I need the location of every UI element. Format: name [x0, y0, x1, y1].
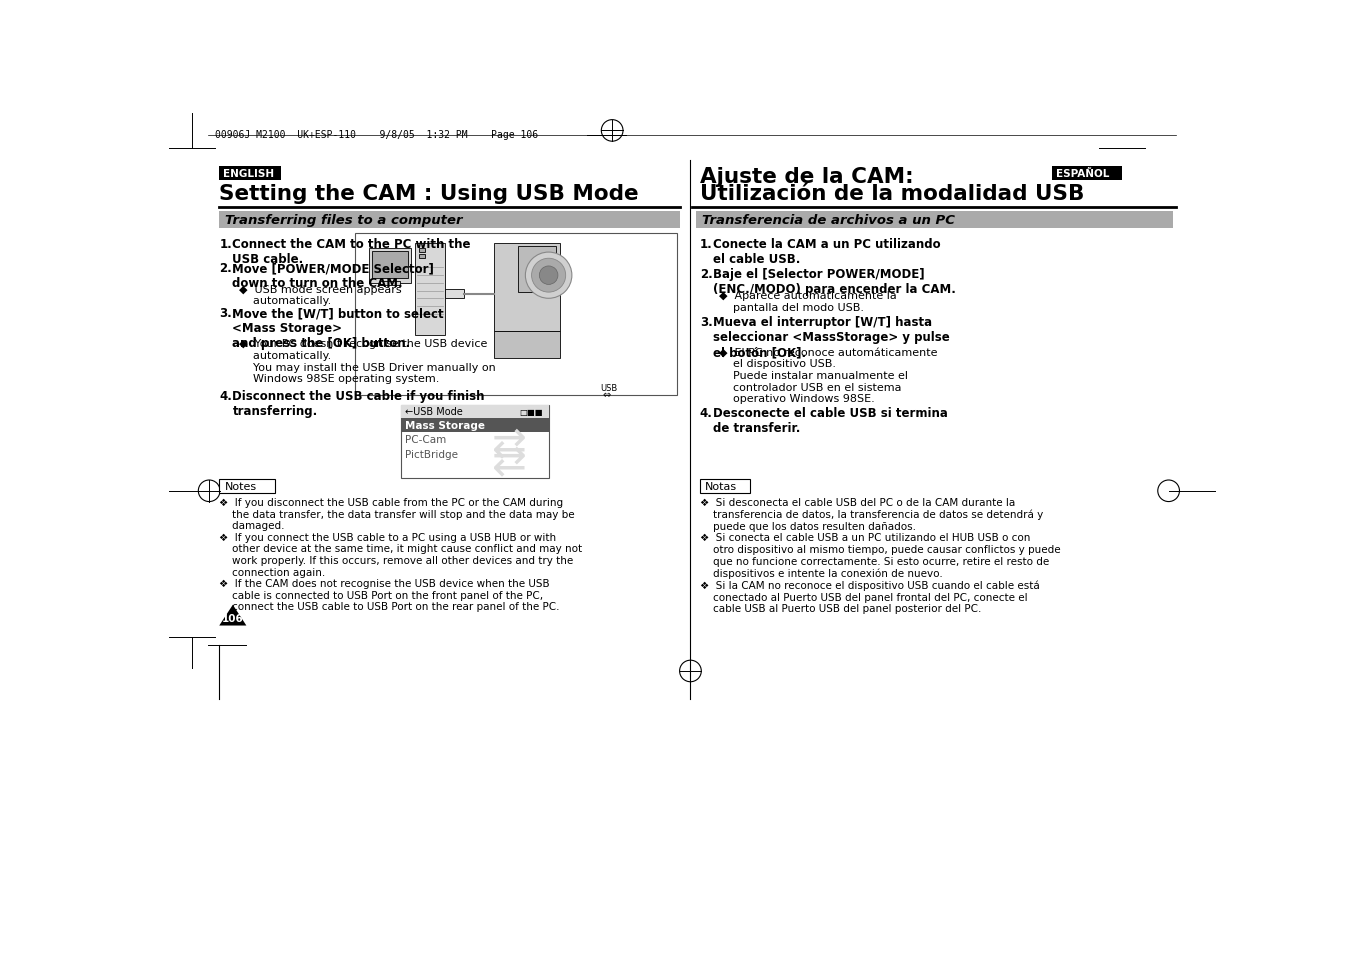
FancyBboxPatch shape [494, 244, 561, 332]
Text: Notas: Notas [705, 481, 738, 492]
FancyBboxPatch shape [696, 213, 1173, 229]
Text: 106: 106 [222, 613, 243, 623]
Text: ←USB Mode: ←USB Mode [405, 407, 463, 417]
Text: 4.: 4. [700, 407, 712, 419]
Text: Transferring files to a computer: Transferring files to a computer [224, 214, 462, 227]
Text: ⇄: ⇄ [492, 442, 527, 484]
Text: Notes: Notes [224, 481, 257, 492]
Text: ENGLISH: ENGLISH [223, 169, 274, 178]
Text: ❖  If you disconnect the USB cable from the PC or the CAM during
    the data tr: ❖ If you disconnect the USB cable from t… [219, 497, 582, 612]
Text: Move the [W/T] button to select
<Mass Storage>
and press the [OK] button.: Move the [W/T] button to select <Mass St… [232, 307, 444, 350]
Text: □■■: □■■ [520, 408, 543, 416]
Text: ◆  Aparece automáticamente la
    pantalla del modo USB.: ◆ Aparece automáticamente la pantalla de… [719, 291, 897, 313]
FancyBboxPatch shape [401, 419, 549, 433]
Text: PC-Cam: PC-Cam [405, 435, 446, 445]
Text: PictBridge: PictBridge [405, 450, 458, 459]
Text: Mass Storage: Mass Storage [405, 421, 485, 431]
Text: Ajuste de la CAM:: Ajuste de la CAM: [700, 167, 913, 187]
Text: Disconnect the USB cable if you finish
transferring.: Disconnect the USB cable if you finish t… [232, 390, 485, 417]
Text: 1.: 1. [700, 237, 712, 251]
FancyBboxPatch shape [419, 255, 426, 259]
Text: ESPAÑOL: ESPAÑOL [1056, 169, 1109, 178]
Text: ◆  USB mode screen appears
    automatically.: ◆ USB mode screen appears automatically. [239, 284, 401, 306]
FancyBboxPatch shape [219, 479, 276, 494]
Text: 2.: 2. [219, 262, 232, 275]
FancyBboxPatch shape [401, 405, 549, 478]
Circle shape [526, 253, 571, 299]
Text: 3.: 3. [219, 307, 232, 319]
Text: ❖  Si desconecta el cable USB del PC o de la CAM durante la
    transferencia de: ❖ Si desconecta el cable USB del PC o de… [700, 497, 1061, 614]
Text: 3.: 3. [700, 315, 712, 329]
Text: ◆  El PC no reconoce automáticamente
    el dispositivo USB.
    Puede instalar : ◆ El PC no reconoce automáticamente el d… [719, 348, 938, 404]
Text: Mueva el interruptor [W/T] hasta
seleccionar <MassStorage> y pulse
el botón [OK]: Mueva el interruptor [W/T] hasta selecci… [713, 315, 950, 359]
Text: Conecte la CAM a un PC utilizando
el cable USB.: Conecte la CAM a un PC utilizando el cab… [713, 237, 940, 265]
FancyBboxPatch shape [219, 167, 281, 180]
FancyBboxPatch shape [419, 249, 426, 253]
FancyBboxPatch shape [517, 247, 557, 293]
Text: ⇔: ⇔ [603, 390, 611, 399]
FancyBboxPatch shape [700, 479, 750, 494]
Text: 1.: 1. [219, 237, 232, 251]
FancyBboxPatch shape [381, 282, 400, 286]
Text: Baje el [Selector POWER/MODE]
(ENC./MODO) para encender la CAM.: Baje el [Selector POWER/MODE] (ENC./MODO… [713, 268, 955, 296]
FancyBboxPatch shape [494, 332, 561, 359]
FancyBboxPatch shape [1052, 167, 1123, 180]
Text: ⇄: ⇄ [492, 424, 527, 466]
Text: USB: USB [601, 383, 617, 393]
FancyBboxPatch shape [219, 213, 681, 229]
Text: Move [POWER/MODE Selector]
down to turn on the CAM.: Move [POWER/MODE Selector] down to turn … [232, 262, 434, 290]
Circle shape [539, 267, 558, 285]
Polygon shape [219, 605, 246, 626]
FancyBboxPatch shape [415, 244, 444, 335]
Text: Transferencia de archivos a un PC: Transferencia de archivos a un PC [703, 214, 955, 227]
Text: 4.: 4. [219, 390, 232, 403]
FancyBboxPatch shape [372, 252, 408, 279]
Text: 00906J M2100  UK+ESP-110    9/8/05  1:32 PM    Page 106: 00906J M2100 UK+ESP-110 9/8/05 1:32 PM P… [215, 130, 539, 140]
Text: Desconecte el cable USB si termina
de transferir.: Desconecte el cable USB si termina de tr… [713, 407, 948, 435]
FancyBboxPatch shape [444, 290, 465, 299]
Text: Utilización de la modalidad USB: Utilización de la modalidad USB [700, 184, 1084, 204]
FancyBboxPatch shape [369, 249, 412, 284]
Text: Setting the CAM : Using USB Mode: Setting the CAM : Using USB Mode [219, 184, 639, 204]
Text: Connect the CAM to the PC with the
USB cable.: Connect the CAM to the PC with the USB c… [232, 237, 471, 265]
Text: 2.: 2. [700, 268, 712, 281]
Text: ◆  Your PC doesn’t recognise the USB device
    automatically.
    You may insta: ◆ Your PC doesn’t recognise the USB devi… [239, 339, 496, 384]
FancyBboxPatch shape [401, 405, 549, 419]
FancyBboxPatch shape [355, 233, 677, 395]
Circle shape [531, 259, 566, 293]
